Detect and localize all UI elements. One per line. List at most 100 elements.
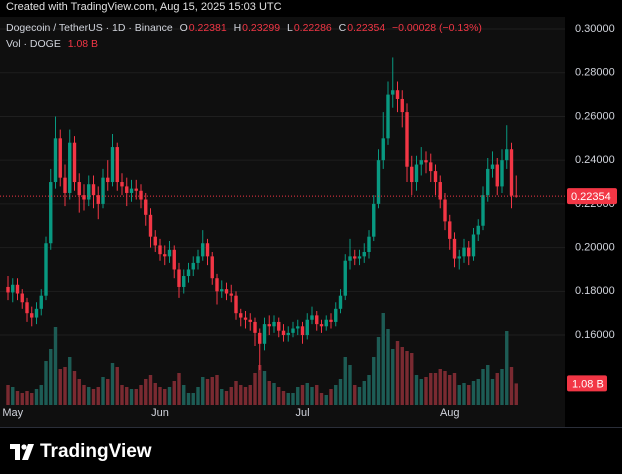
volume-bar: [167, 387, 172, 405]
candle-body: [386, 94, 390, 139]
volume-bar: [115, 367, 119, 405]
high-letter: H: [233, 22, 242, 34]
volume-bar: [44, 361, 48, 405]
volume-bar: [215, 375, 219, 405]
candle-body: [419, 160, 423, 165]
volume-bar: [486, 365, 490, 405]
x-tick-label: Aug: [440, 407, 460, 419]
candle-body: [291, 328, 295, 333]
volume-bar: [196, 387, 200, 405]
volume-bar: [362, 381, 366, 405]
candle-body: [11, 284, 15, 293]
candle-body: [167, 249, 172, 257]
candle-body: [376, 160, 381, 204]
high-value: 0.23299: [242, 22, 281, 34]
candle-body: [300, 326, 305, 336]
candle-body: [91, 184, 96, 196]
candle-body: [144, 199, 148, 215]
volume-bar: [334, 385, 338, 405]
candle-body: [391, 90, 395, 95]
symbol-title: Dogecoin / TetherUS · 1D · Binance: [6, 22, 173, 34]
candle-body: [476, 225, 480, 235]
candle-body: [443, 199, 447, 222]
candle-body: [191, 262, 195, 270]
candle-body: [277, 321, 281, 331]
volume-bar: [182, 385, 186, 405]
candle-body: [400, 98, 404, 113]
volume-bar: [30, 393, 34, 405]
candle-body: [334, 308, 338, 322]
candle-body: [139, 190, 143, 200]
volume-value: 1.08 B: [67, 38, 99, 50]
volume-bar: [462, 383, 466, 405]
x-tick-label: Jun: [151, 407, 169, 419]
volume-bar: [438, 369, 442, 405]
candle-body: [348, 256, 352, 261]
candle-body: [186, 269, 191, 277]
volume-bar: [120, 385, 124, 405]
y-tick-label: 0.18000: [575, 285, 615, 297]
candle-body: [509, 149, 514, 196]
candle-body: [72, 142, 77, 183]
candle-body: [224, 289, 229, 294]
candle-body: [500, 160, 504, 187]
volume-bar: [34, 389, 39, 405]
candle-body: [281, 330, 286, 336]
volume-bar: [324, 395, 328, 405]
candle-body: [58, 138, 62, 178]
volume-title: Vol · DOGE: [6, 38, 61, 50]
volume-bar: [319, 393, 324, 405]
candle-body: [234, 295, 238, 314]
candle-body: [405, 112, 409, 167]
candle-body: [495, 164, 499, 187]
candle-body: [353, 256, 357, 259]
volume-bar: [177, 373, 181, 405]
candle-body: [471, 234, 476, 257]
candle-body: [148, 214, 153, 237]
volume-bar: [277, 387, 281, 405]
candle-body: [182, 276, 186, 287]
candle-body: [39, 295, 43, 309]
volume-bar: [205, 379, 210, 405]
volume-bar: [296, 387, 300, 405]
volume-bar: [433, 373, 438, 405]
candle-body: [286, 332, 290, 336]
volume-bar: [329, 389, 333, 405]
volume-bar: [286, 393, 290, 405]
volume-bar: [514, 383, 518, 405]
y-tick-label: 0.16000: [575, 329, 615, 341]
candle-body: [20, 293, 24, 303]
volume-bar: [395, 341, 400, 405]
volume-bar: [125, 387, 129, 405]
volume-bar: [243, 387, 248, 405]
volume-bar: [419, 379, 423, 405]
candle-body: [505, 149, 509, 161]
volume-bar: [148, 375, 153, 405]
volume-bar: [6, 385, 10, 405]
volume-bar: [386, 329, 390, 405]
volume-bar: [305, 383, 309, 405]
volume-bar: [82, 385, 86, 405]
close-letter: C: [338, 22, 347, 34]
candle-body: [343, 260, 347, 296]
volume-bar: [224, 391, 229, 405]
candle-body: [310, 315, 314, 320]
volume-bar: [381, 313, 385, 405]
candle-body: [452, 238, 457, 259]
candle-body: [63, 177, 67, 193]
candle-body: [438, 182, 442, 200]
candle-body: [338, 295, 343, 309]
candle-body: [6, 286, 10, 293]
volume-bar: [25, 391, 29, 405]
ohlc-header: Dogecoin / TetherUS · 1D · Binance O0.22…: [6, 22, 483, 34]
volume-bar: [443, 371, 447, 405]
volume-bar: [53, 327, 58, 405]
candle-body: [457, 256, 461, 259]
candle-body: [129, 188, 134, 193]
close-value: 0.22354: [347, 22, 386, 34]
low-letter: L: [286, 22, 293, 34]
candle-body: [30, 313, 34, 318]
candle-body: [296, 326, 300, 329]
candle-body: [433, 171, 438, 183]
